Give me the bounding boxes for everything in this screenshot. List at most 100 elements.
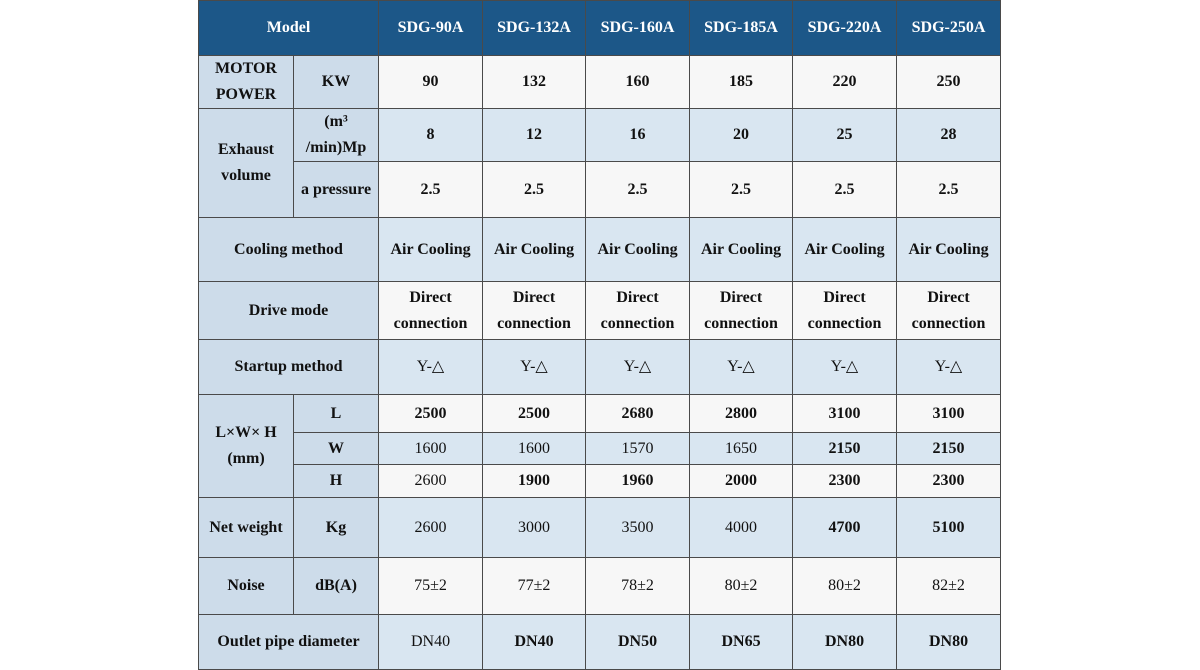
table-row: Cooling method Air Cooling Air Cooling Air … (197, 217, 1002, 282)
row-label: Startup method (197, 339, 380, 395)
model-header: SDG-250A (896, 0, 1002, 56)
row-label: L (292, 394, 380, 433)
table-row: Noise dB(A) 75±2 77±2 78±2 80±2 80±2 82±2 (198, 557, 1002, 615)
value-cell: DN40 (482, 614, 587, 670)
row-label: MOTOR POWER (198, 55, 294, 109)
table-row: MOTOR POWER KW 90 132 160 185 220 250 (198, 55, 1002, 109)
row-label: Drive mode (197, 281, 380, 340)
value-cell: 160 (585, 55, 691, 109)
value-cell: Air Cooling (482, 217, 587, 282)
value-cell: 4700 (792, 497, 898, 558)
value-cell: 2500 (482, 394, 587, 433)
value-cell: 3000 (482, 497, 587, 558)
value-cell: 78±2 (585, 557, 691, 615)
value-cell: 2680 (585, 394, 691, 433)
value-cell: 3100 (792, 394, 898, 433)
table-row: W 1600 1600 1570 1650 2150 2150 (199, 432, 1002, 465)
value-cell: 2300 (792, 464, 898, 498)
value-cell: 2.5 (689, 161, 794, 218)
row-label: Cooling method (197, 217, 380, 282)
value-cell: Direct connection (689, 281, 794, 340)
value-cell: 90 (378, 55, 484, 109)
value-cell: Air Cooling (689, 217, 794, 282)
value-cell: Y-△ (378, 339, 484, 395)
value-cell: 2600 (378, 464, 484, 498)
value-cell: Direct connection (792, 281, 898, 340)
value-cell: 2300 (896, 464, 1002, 498)
value-cell: DN50 (585, 614, 691, 670)
header-label: Model (197, 0, 380, 56)
model-header: SDG-90A (378, 0, 484, 56)
value-cell: Air Cooling (378, 217, 484, 282)
table-row: Exhaust volume (m³ /min)Mp 8 12 16 20 25 28 (198, 108, 1002, 218)
value-cell: 28 (896, 108, 1002, 162)
value-cell: 3500 (585, 497, 691, 558)
value-cell: Air Cooling (585, 217, 691, 282)
value-cell: 8 (378, 108, 484, 162)
value-cell: Direct connection (896, 281, 1002, 340)
row-label: W (292, 432, 380, 465)
value-cell: Y-△ (792, 339, 898, 395)
value-cell: DN80 (792, 614, 898, 670)
model-header: SDG-132A (482, 0, 587, 56)
value-cell: 2.5 (896, 161, 1002, 218)
table-row: Drive mode Direct connection Direct connec… (197, 281, 1002, 340)
value-cell: 1600 (482, 432, 587, 465)
value-cell: 77±2 (482, 557, 587, 615)
model-header: SDG-160A (585, 0, 691, 56)
value-cell: 1600 (378, 432, 484, 465)
value-cell: 2000 (689, 464, 794, 498)
row-label: L×W× H (mm) (198, 394, 294, 498)
model-header: SDG-220A (792, 0, 898, 56)
value-cell: 2150 (792, 432, 898, 465)
value-cell: 1960 (585, 464, 691, 498)
row-label: (m³ /min)Mp (292, 108, 380, 162)
value-cell: Y-△ (482, 339, 587, 395)
value-cell: 4000 (689, 497, 794, 558)
value-cell: 132 (482, 55, 587, 109)
row-label: KW (292, 55, 380, 109)
value-cell: 2.5 (378, 161, 484, 218)
value-cell: 2.5 (585, 161, 691, 218)
value-cell: Air Cooling (792, 217, 898, 282)
table-row: Outlet pipe diameter DN40 DN40 DN50 DN65 DN80… (197, 614, 1002, 670)
value-cell: 2600 (378, 497, 484, 558)
row-label: H (292, 464, 380, 498)
value-cell: 2150 (896, 432, 1002, 465)
table-row: Net weight Kg 2600 3000 3500 4000 4700 5100 (198, 497, 1002, 558)
row-label: dB(A) (292, 557, 380, 615)
value-cell: 220 (792, 55, 898, 109)
value-cell: Y-△ (689, 339, 794, 395)
row-label: Net weight (198, 497, 294, 558)
row-label: Kg (292, 497, 380, 558)
value-cell: Direct connection (378, 281, 484, 340)
table-row: L×W× H (mm) L 2500 2500 2680 2800 3100 3100 (198, 394, 1002, 498)
table-row: a pressure 2.5 2.5 2.5 2.5 2.5 2.5 (199, 161, 1002, 218)
value-cell: DN80 (896, 614, 1002, 670)
value-cell: 80±2 (792, 557, 898, 615)
value-cell: 12 (482, 108, 587, 162)
value-cell: 20 (689, 108, 794, 162)
table-row: Startup method Y-△ Y-△ Y-△ Y-△ Y-△ Y-△ (197, 339, 1002, 395)
value-cell: Air Cooling (896, 217, 1002, 282)
value-cell: 25 (792, 108, 898, 162)
value-cell: 2500 (378, 394, 484, 433)
row-label: a pressure (292, 161, 380, 218)
model-header: SDG-185A (689, 0, 794, 56)
value-cell: 1570 (585, 432, 691, 465)
value-cell: Direct connection (585, 281, 691, 340)
value-cell: 2.5 (482, 161, 587, 218)
value-cell: Direct connection (482, 281, 587, 340)
value-cell: 82±2 (896, 557, 1002, 615)
table-row: H 2600 1900 1960 2000 2300 2300 (199, 464, 1002, 498)
value-cell: 5100 (896, 497, 1002, 558)
value-cell: 1900 (482, 464, 587, 498)
row-label: Noise (198, 557, 294, 615)
value-cell: 2800 (689, 394, 794, 433)
value-cell: Y-△ (896, 339, 1002, 395)
table-body: MOTOR POWER KW 90 132 160 185 220 250 Exhaust vo… (197, 55, 1002, 670)
row-label: Exhaust volume (198, 108, 294, 218)
value-cell: 80±2 (689, 557, 794, 615)
spec-table: Model SDG-90A SDG-132A SDG-160A SDG-185A SDG-… (197, 0, 1002, 670)
